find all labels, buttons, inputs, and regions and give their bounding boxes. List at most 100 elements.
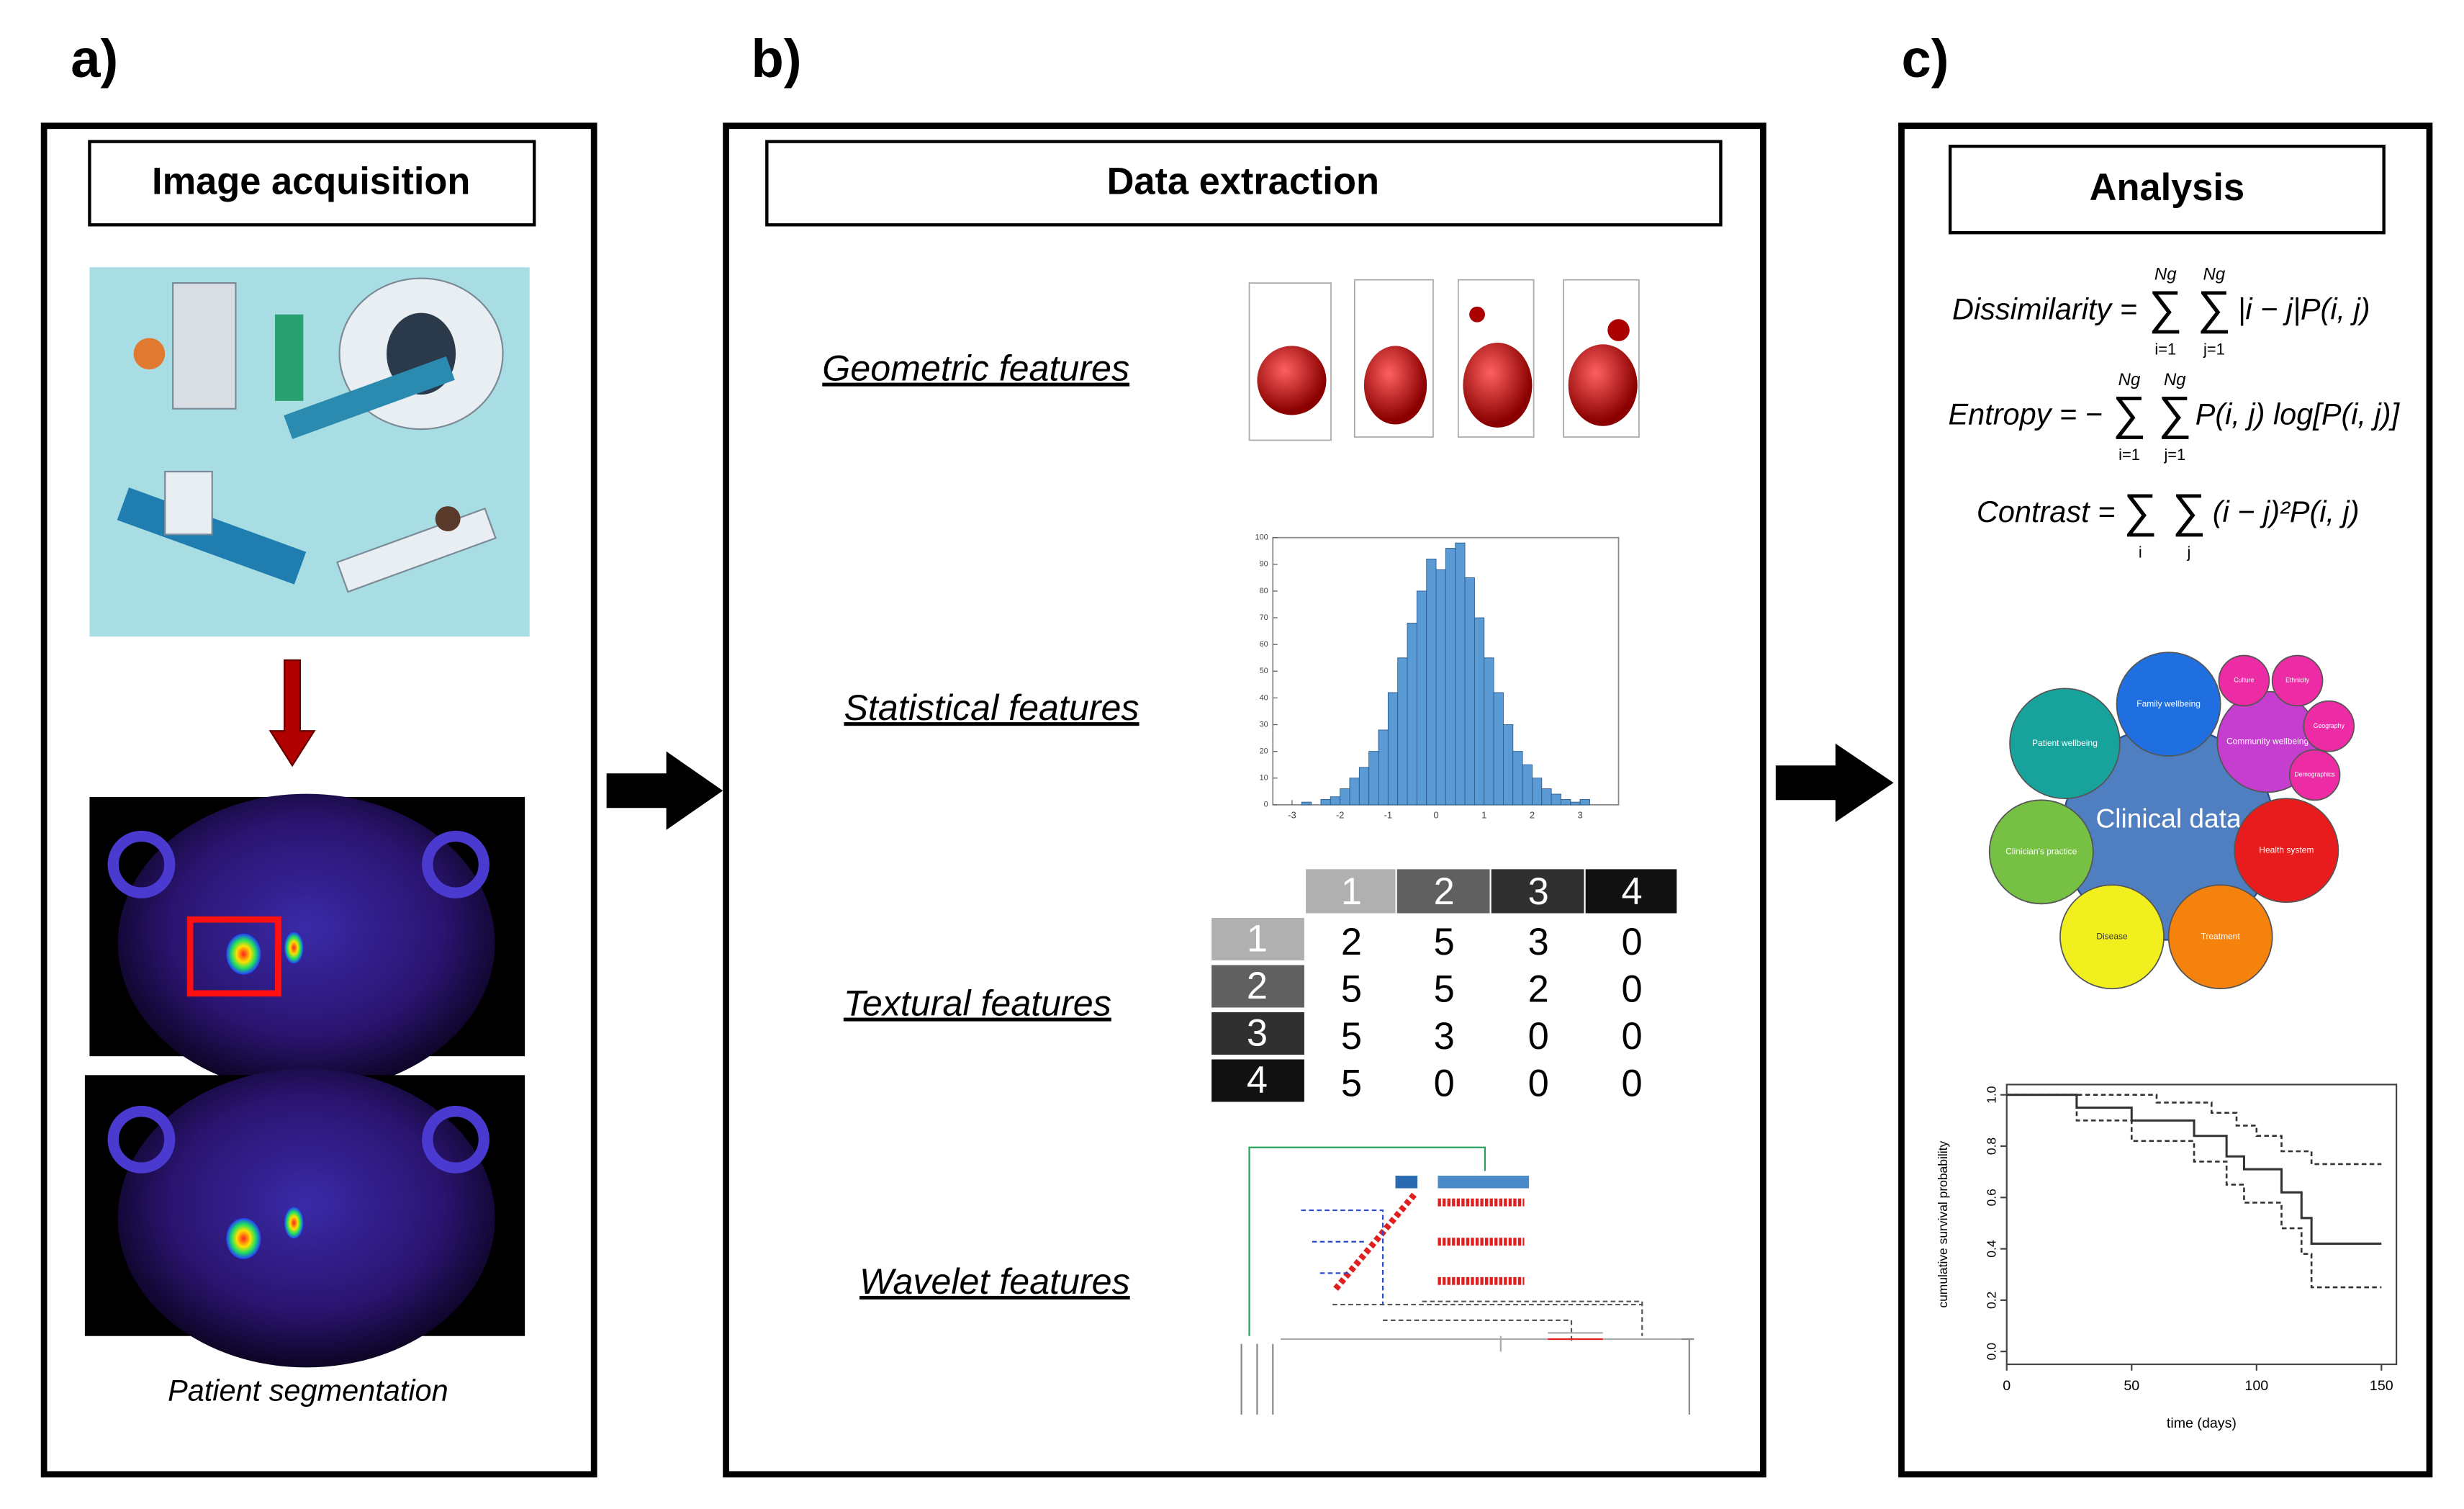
y-axis-label: cumulative survival probability [1936, 1141, 1950, 1308]
x-tick-label: 1 [1481, 810, 1486, 821]
matrix-row-cell [1211, 965, 1304, 1008]
matrix-value: 5 [1341, 1016, 1362, 1058]
y-tick-label: 10 [1260, 774, 1268, 783]
title-box [88, 140, 536, 227]
bubble [2288, 749, 2341, 801]
histogram-bar [1512, 751, 1523, 806]
y-tick-label: 0.2 [1985, 1292, 1999, 1309]
matrix-value: 0 [1622, 1016, 1643, 1058]
matrix-header: 1 [1341, 871, 1362, 913]
bubble-label: Disease [2096, 931, 2128, 941]
sum-lower: j [2187, 543, 2191, 561]
sum-symbol: ∑ [2113, 387, 2147, 439]
bubble-label: Clinician's practice [2005, 847, 2077, 857]
matrix-value: 0 [1622, 922, 1643, 963]
matrix-header-cell [1585, 869, 1677, 914]
bubble-label: Treatment [2201, 931, 2241, 941]
flow-arrow [1775, 743, 1894, 822]
matrix-value: 3 [1434, 1016, 1455, 1058]
matrix-row-label: 2 [1247, 965, 1268, 1007]
matrix-row-label: 4 [1247, 1060, 1268, 1102]
panel-a-frame [40, 122, 597, 1478]
histogram-bar [1464, 577, 1475, 806]
x-tick-label: -2 [1336, 810, 1345, 821]
x-tick-label: -1 [1384, 810, 1393, 821]
survival-curve [2006, 1094, 2382, 1166]
matrix-value: 5 [1341, 1063, 1362, 1104]
sum-upper: Ng [2203, 265, 2226, 284]
bubble-center-label: Clinical data [2096, 803, 2242, 833]
panel-label: b) [751, 29, 801, 89]
matrix-header: 4 [1622, 871, 1643, 913]
sum-lower: j=1 [2163, 446, 2185, 464]
bubble [2303, 700, 2355, 752]
matrix-header-cell [1491, 869, 1584, 914]
histogram-bar [1407, 623, 1417, 806]
survival-frame [2005, 1084, 2398, 1366]
sum-lower: i=1 [2118, 446, 2140, 464]
y-tick-label: 20 [1260, 747, 1268, 756]
x-tick-label: 150 [2370, 1378, 2393, 1394]
y-tick-label: 60 [1260, 640, 1268, 649]
bubble [2116, 652, 2221, 757]
histogram-bar [1561, 798, 1571, 806]
histogram-bar [1435, 569, 1446, 806]
title-box [1948, 144, 2386, 235]
matrix-value: 0 [1528, 1063, 1549, 1104]
title-box [765, 140, 1723, 227]
formula-lhs: Dissimilarity = [1952, 292, 2137, 325]
x-tick-label: 3 [1578, 810, 1583, 821]
bubble [2271, 654, 2324, 707]
histogram-bar [1551, 793, 1561, 806]
formula-term: (i − j)²P(i, j) [2213, 495, 2360, 528]
histogram-bar [1416, 590, 1427, 806]
formula-term: |i − j|P(i, j) [2238, 292, 2370, 325]
panel-c-frame [1898, 122, 2433, 1478]
bubble [2059, 884, 2165, 990]
histogram-bar [1358, 767, 1370, 806]
caption: Patient segmentation [168, 1373, 448, 1407]
histogram-bar [1330, 796, 1341, 806]
wavelet-diagram [1240, 1146, 1694, 1415]
feature-label: Wavelet features [859, 1261, 1130, 1302]
x-tick-label: 0 [2003, 1378, 2011, 1394]
pet-image [84, 1068, 525, 1368]
sum-upper: Ng [2164, 370, 2186, 389]
bubble-label: Health system [2259, 844, 2314, 855]
acquisition-illustration [89, 267, 530, 637]
y-tick-label: 1.0 [1985, 1086, 1999, 1104]
sum-upper: Ng [2118, 370, 2141, 389]
sum-lower: j=1 [2203, 341, 2225, 359]
histogram-bar [1474, 617, 1485, 806]
bubble-label: Ethnicity [2285, 677, 2310, 684]
y-tick-label: 40 [1260, 693, 1268, 702]
matrix-header: 3 [1528, 871, 1549, 913]
y-tick-label: 90 [1260, 560, 1268, 569]
y-tick-label: 0.8 [1985, 1138, 1999, 1155]
x-tick-label: 50 [2124, 1378, 2139, 1394]
histogram-bar [1368, 751, 1379, 806]
bubble-label: Culture [2234, 677, 2254, 684]
sum-symbol: ∑ [2158, 387, 2192, 439]
bubble [1988, 799, 2094, 905]
histogram-bar [1349, 778, 1360, 806]
feature-label: Geometric features [822, 348, 1129, 389]
matrix-value: 0 [1622, 1063, 1643, 1104]
matrix-value: 0 [1434, 1063, 1455, 1104]
bubble [2009, 688, 2121, 799]
sum-symbol: ∑ [2198, 281, 2231, 334]
y-tick-label: 100 [1255, 533, 1268, 542]
histogram-bar [1522, 764, 1533, 806]
sum-symbol: ∑ [2172, 484, 2206, 536]
sum-lower: i=1 [2154, 341, 2176, 359]
y-tick-label: 0.6 [1985, 1189, 1999, 1206]
histogram-bar [1570, 801, 1581, 806]
down-arrow [268, 659, 316, 767]
histogram-bar [1503, 724, 1514, 806]
feature-label: Textural features [844, 983, 1111, 1024]
histogram-bar [1445, 548, 1456, 806]
y-tick-label: 0.0 [1985, 1343, 1999, 1361]
formula-lhs: Entropy = − [1949, 397, 2103, 431]
